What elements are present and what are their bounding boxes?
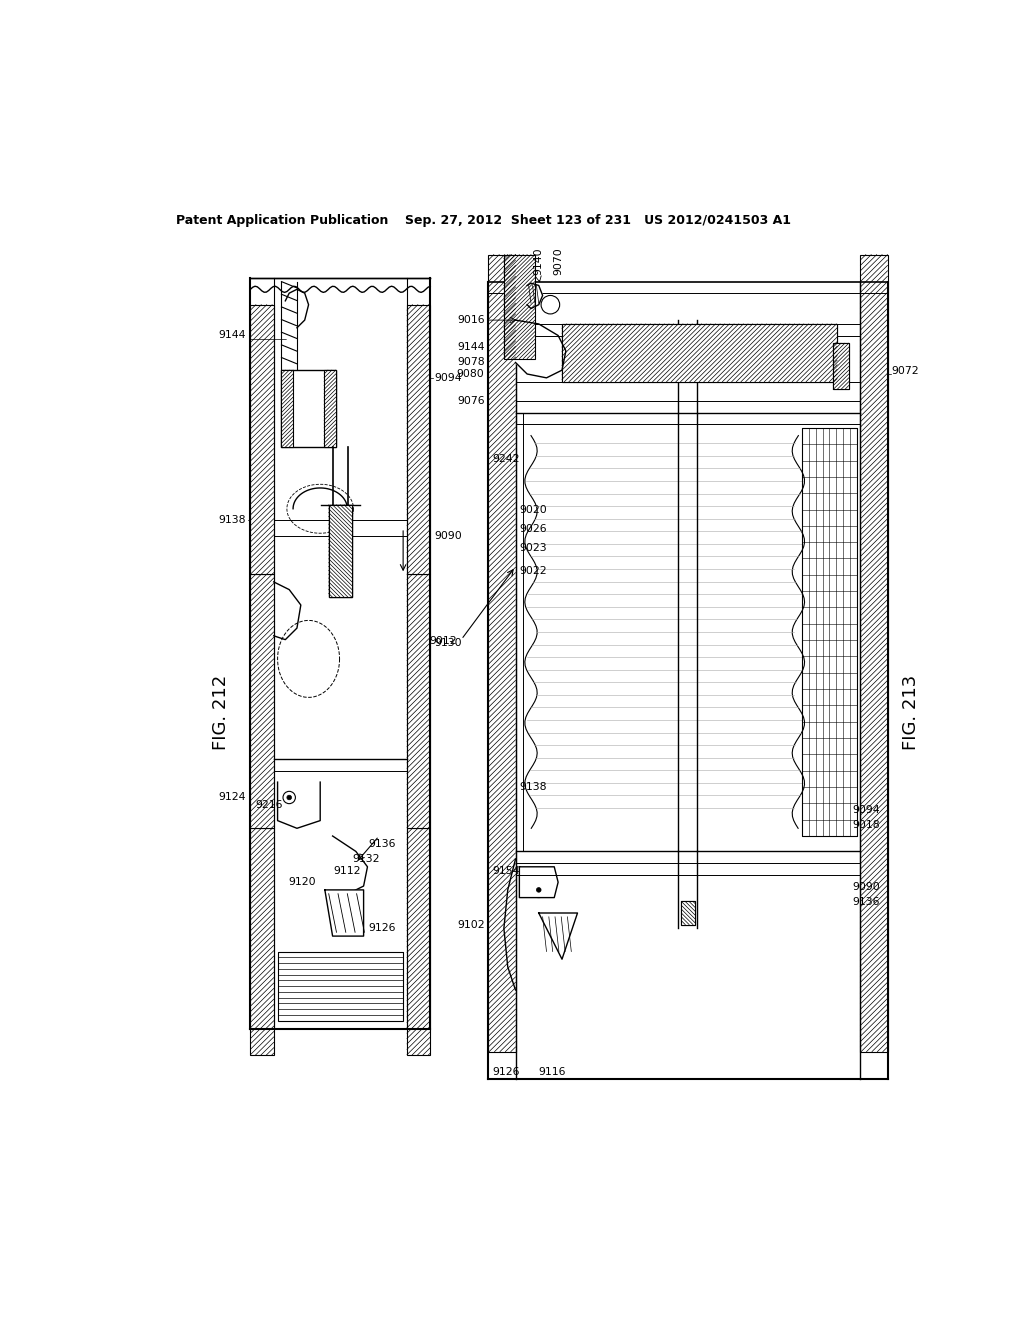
Text: 9216: 9216 [256,800,283,810]
Bar [562,323,838,381]
Text: FIG. 213: FIG. 213 [902,675,920,751]
Text: 9116: 9116 [539,1067,566,1077]
Text: 9090: 9090 [434,531,462,541]
Text: 9094: 9094 [853,805,881,814]
Circle shape [283,792,295,804]
Text: 9023: 9023 [519,543,547,553]
Text: 9130: 9130 [434,639,462,648]
Bar [251,829,273,1056]
Text: 9102: 9102 [457,920,484,931]
Text: Sep. 27, 2012  Sheet 123 of 231   US 2012/0241503 A1: Sep. 27, 2012 Sheet 123 of 231 US 2012/0… [406,214,792,227]
Text: FIG. 212: FIG. 212 [212,675,230,751]
Bar [834,343,849,389]
Bar [407,574,430,829]
Circle shape [537,887,541,892]
Polygon shape [539,913,578,960]
Bar [282,370,293,447]
Text: 9090: 9090 [853,882,881,892]
Bar [504,255,535,359]
Text: 9242: 9242 [493,454,520,463]
Text: 9120: 9120 [288,878,315,887]
Polygon shape [325,890,364,936]
Text: 9076: 9076 [457,396,484,407]
Bar [802,428,856,836]
Bar [681,902,695,924]
Bar [278,952,403,1020]
Text: 9018: 9018 [853,820,881,830]
Bar [488,255,515,1052]
Text: 9154: 9154 [493,866,520,876]
Text: 9144: 9144 [218,330,246,341]
Text: 9112: 9112 [334,866,360,875]
Bar [562,323,838,381]
Text: 9026: 9026 [519,524,547,533]
Circle shape [531,882,547,898]
Text: 9144: 9144 [457,342,484,352]
Text: 9016: 9016 [457,315,484,325]
Bar [324,370,336,447]
Text: 9138: 9138 [218,515,246,525]
Text: 9078: 9078 [457,358,484,367]
Text: 9138: 9138 [519,781,547,792]
Circle shape [287,795,292,800]
Bar [834,343,849,389]
Bar [251,574,273,829]
Text: 9020: 9020 [519,504,547,515]
Bar [251,305,273,574]
Text: Patent Application Publication: Patent Application Publication [176,214,388,227]
Text: 9126: 9126 [369,924,395,933]
Text: 9124: 9124 [218,792,246,803]
Text: 9012: 9012 [430,635,458,645]
Text: 9022: 9022 [519,566,547,577]
Polygon shape [519,867,558,898]
Polygon shape [515,321,566,378]
Bar [329,506,352,598]
Text: 9140: 9140 [534,248,544,276]
Bar [860,255,888,1052]
Bar [282,370,336,447]
Text: 9094: 9094 [434,372,462,383]
Bar [407,829,430,1056]
Text: 9070: 9070 [553,248,563,276]
Text: 9126: 9126 [493,1067,520,1077]
Text: 9132: 9132 [352,854,380,865]
Circle shape [541,296,560,314]
Text: 9136: 9136 [369,838,395,849]
Bar [681,902,695,924]
Bar [407,305,430,574]
Bar [329,506,352,598]
Text: 9136: 9136 [853,898,880,907]
Polygon shape [527,284,543,309]
Text: 9072: 9072 [891,366,919,376]
Text: 9080: 9080 [457,370,484,379]
